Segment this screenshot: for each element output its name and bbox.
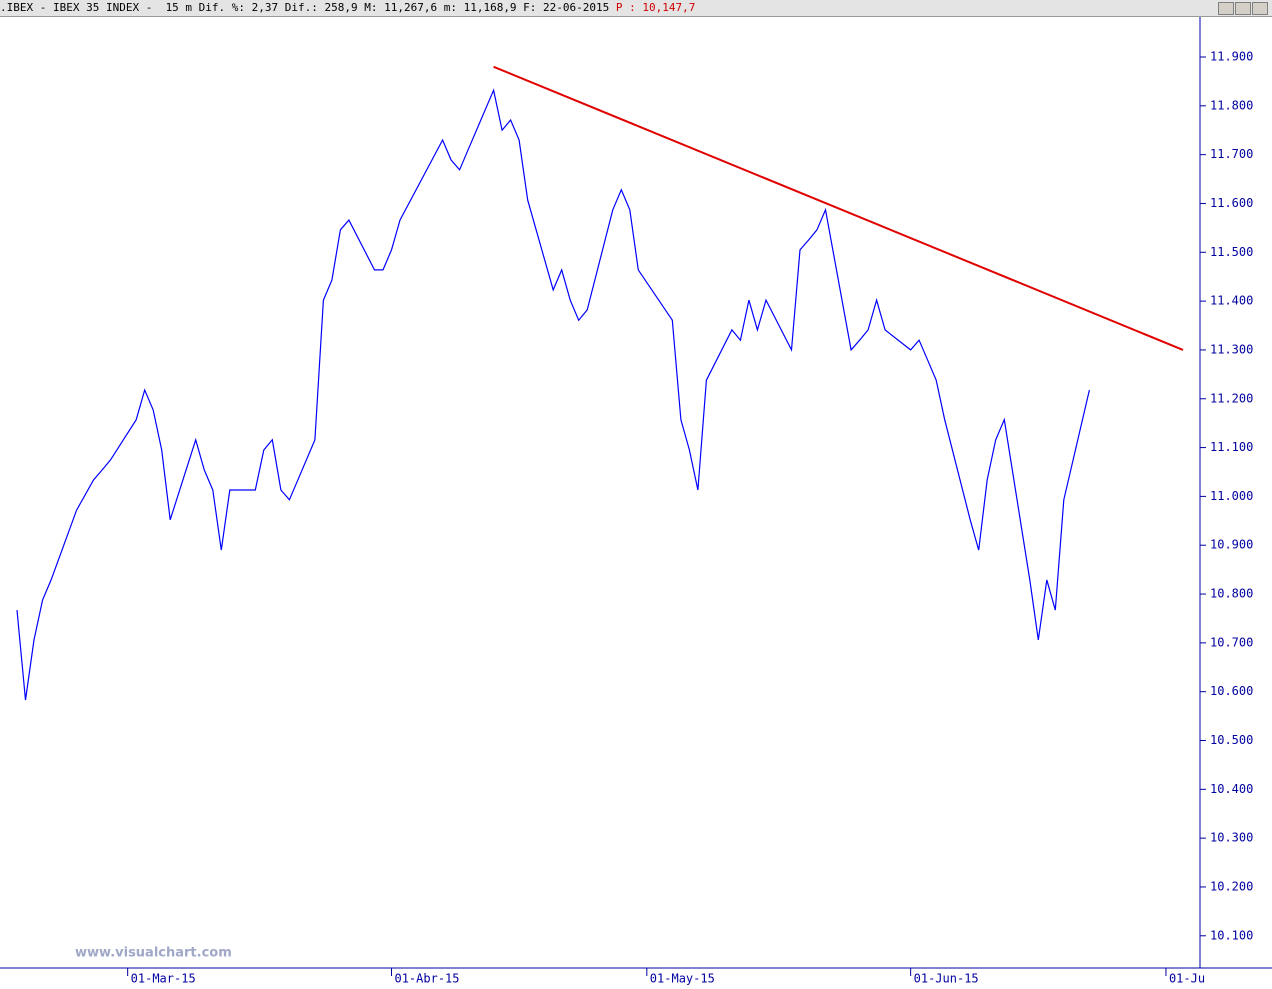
x-tick-label: 01-Ju	[1169, 972, 1205, 986]
price-line	[16, 88, 1090, 701]
header: .IBEX - IBEX 35 INDEX - 15 m Dif. %: 2,3…	[0, 0, 1272, 17]
y-tick-label: 11.800	[1210, 98, 1253, 112]
header-info: .IBEX - IBEX 35 INDEX - 15 m Dif. %: 2,3…	[0, 1, 616, 14]
y-tick-label: 10.900	[1210, 538, 1253, 552]
x-tick-label: 01-Jun-15	[914, 972, 979, 986]
x-tick-label: 01-Abr-15	[394, 972, 459, 986]
close-button[interactable]	[1252, 2, 1268, 15]
y-tick-label: 11.300	[1210, 342, 1253, 356]
y-tick-label: 11.500	[1210, 245, 1253, 259]
y-tick-label: 10.600	[1210, 684, 1253, 698]
y-tick-label: 10.800	[1210, 587, 1253, 601]
header-price: P : 10,147,7	[615, 1, 696, 14]
y-tick-label: 10.400	[1210, 782, 1253, 796]
window-buttons	[1218, 2, 1268, 15]
y-tick-label: 11.200	[1210, 391, 1253, 405]
y-tick-label: 11.600	[1210, 196, 1253, 210]
watermark: www.visualchart.com	[75, 946, 232, 961]
trendline	[493, 65, 1184, 351]
chart: www.visualchart.com 11.900 11.800 11.700 11…	[0, 17, 1272, 986]
x-tick-label: 01-Mar-15	[131, 972, 196, 986]
y-tick-label: 11.000	[1210, 489, 1253, 503]
y-tick-label: 10.100	[1210, 928, 1253, 942]
y-tick-label: 10.700	[1210, 635, 1253, 649]
y-tick-label: 11.700	[1210, 147, 1253, 161]
y-tick-label: 11.900	[1210, 50, 1253, 64]
y-tick-label: 10.500	[1210, 733, 1253, 747]
y-tick-label: 11.100	[1210, 440, 1253, 454]
x-tick-label: 01-May-15	[650, 972, 715, 986]
y-tick-label: 10.300	[1210, 831, 1253, 845]
maximize-button[interactable]	[1235, 2, 1251, 15]
y-tick-label: 10.200	[1210, 879, 1253, 893]
minimize-button[interactable]	[1218, 2, 1234, 15]
y-tick-label: 11.400	[1210, 294, 1253, 308]
